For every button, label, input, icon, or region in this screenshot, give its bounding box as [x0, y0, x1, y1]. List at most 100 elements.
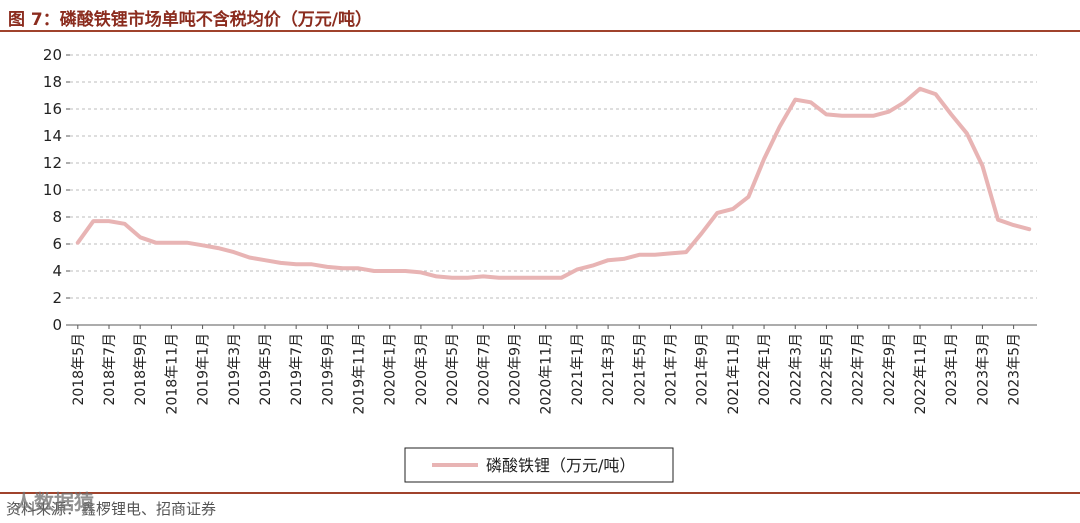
data-point [637, 253, 641, 257]
data-point [325, 265, 329, 269]
data-point [575, 268, 579, 272]
data-point [668, 251, 672, 255]
watermark-text: 人数据猿 [14, 490, 94, 514]
data-point [263, 258, 267, 262]
x-tick-label: 2018年5月 [71, 333, 87, 406]
x-tick-label: 2020年1月 [383, 333, 399, 406]
data-point [513, 276, 517, 280]
x-tick-label: 2019年3月 [227, 333, 243, 406]
data-point [606, 258, 610, 262]
data-point [138, 235, 142, 239]
x-tick-label: 2021年5月 [632, 333, 648, 406]
data-point [528, 276, 532, 280]
y-tick-label: 0 [52, 316, 62, 334]
data-point [403, 269, 407, 273]
data-point [871, 114, 875, 118]
data-point [76, 241, 80, 245]
data-point [902, 100, 906, 104]
data-point [216, 246, 220, 250]
data-point [154, 241, 158, 245]
data-point [169, 241, 173, 245]
x-tick-label: 2022年1月 [757, 333, 773, 406]
y-tick-label: 4 [52, 262, 62, 280]
data-point [824, 112, 828, 116]
x-tick-label: 2023年5月 [1007, 333, 1023, 406]
data-point [559, 276, 563, 280]
data-point [185, 241, 189, 245]
x-tick-label: 2018年7月 [102, 333, 118, 406]
x-tick-label: 2018年9月 [133, 333, 149, 406]
legend-label: 磷酸铁锂（万元/吨） [486, 456, 635, 475]
x-tick-label: 2019年7月 [289, 333, 305, 406]
y-tick-label: 14 [43, 127, 62, 145]
data-point [746, 195, 750, 199]
data-point [466, 276, 470, 280]
x-tick-label: 2019年9月 [320, 333, 336, 406]
data-point [247, 256, 251, 260]
data-point [123, 222, 127, 226]
top-rule [0, 30, 1080, 32]
x-tick-label: 2018年11月 [164, 333, 180, 414]
data-point [388, 269, 392, 273]
data-point [949, 112, 953, 116]
data-point [497, 276, 501, 280]
data-point [809, 100, 813, 104]
data-point [310, 262, 314, 266]
y-axis-ticks: 0 2 4 6 8 10 12 14 16 18 20 [43, 46, 70, 334]
y-tick-label: 2 [52, 289, 62, 307]
data-point [778, 125, 782, 129]
data-point [980, 164, 984, 168]
source-note: 资料来源：鑫椤锂电、招商证券 [6, 500, 217, 518]
data-point [232, 250, 236, 254]
x-tick-label: 2019年5月 [258, 333, 274, 406]
y-tick-label: 6 [52, 235, 62, 253]
x-tick-label: 2022年9月 [882, 333, 898, 406]
legend: 磷酸铁锂（万元/吨） [404, 447, 674, 483]
x-tick-label: 2020年11月 [539, 333, 555, 414]
data-point [793, 98, 797, 102]
x-tick-label: 2020年7月 [476, 333, 492, 406]
data-point [856, 114, 860, 118]
x-tick-label: 2021年11月 [726, 333, 742, 414]
data-point [341, 266, 345, 270]
data-point [965, 131, 969, 135]
data-point [590, 264, 594, 268]
data-point [435, 274, 439, 278]
y-tick-label: 10 [43, 181, 62, 199]
data-point [372, 269, 376, 273]
y-tick-label: 16 [43, 100, 62, 118]
data-point [934, 92, 938, 96]
y-tick-label: 8 [52, 208, 62, 226]
data-point [294, 262, 298, 266]
data-point [481, 274, 485, 278]
x-tick-label: 2019年1月 [196, 333, 212, 406]
data-point [1027, 227, 1031, 231]
bottom-rule [0, 492, 1080, 494]
x-tick-label: 2021年9月 [695, 333, 711, 406]
y-tick-label: 20 [43, 46, 62, 64]
x-tick-label: 2022年11月 [913, 333, 929, 414]
x-tick-label: 2021年1月 [570, 333, 586, 406]
x-tick-label: 2022年3月 [788, 333, 804, 406]
data-point [544, 276, 548, 280]
y-tick-label: 12 [43, 154, 62, 172]
data-point [450, 276, 454, 280]
data-point [622, 257, 626, 261]
x-tick-label: 2021年3月 [601, 333, 617, 406]
x-axis-ticks: 2018年5月 2018年7月 2018年9月 2018年11月 2019年1月 2019… [71, 325, 1023, 414]
x-tick-label: 2019年11月 [352, 333, 368, 414]
data-point [700, 231, 704, 235]
figure-title: 图 7：磷酸铁锂市场单吨不含税均价（万元/吨） [8, 10, 372, 30]
series-layer [75, 86, 1032, 280]
data-point [201, 243, 205, 247]
data-point [357, 266, 361, 270]
x-tick-label: 2022年7月 [851, 333, 867, 406]
x-tick-label: 2023年3月 [975, 333, 991, 406]
data-point [731, 207, 735, 211]
data-point [996, 218, 1000, 222]
data-point [107, 219, 111, 223]
x-tick-label: 2021年7月 [663, 333, 679, 406]
data-point [684, 250, 688, 254]
data-point [840, 114, 844, 118]
